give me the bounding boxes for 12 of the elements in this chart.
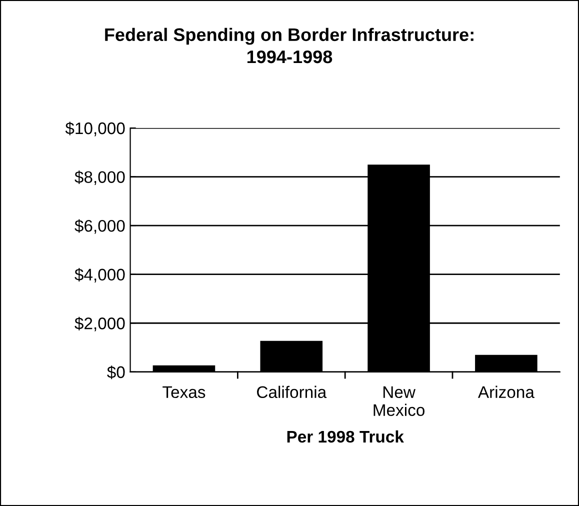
chart-title: Federal Spending on Border Infrastructure: 1994-1998 — [105, 28, 474, 64]
y-tick-label: $8,000 — [74, 170, 125, 185]
x-tick-label: California — [257, 386, 327, 398]
y-tick-label: $0 — [107, 366, 125, 380]
y-tick-label: $6,000 — [74, 219, 125, 234]
y-tick-label: $2,000 — [74, 316, 125, 332]
y-tick-label: $10,000 — [65, 122, 125, 136]
x-axis-title: Per 1998 Truck — [287, 430, 404, 443]
x-tick-label: Arizona — [478, 386, 534, 398]
y-tick-label: $4,000 — [74, 268, 125, 283]
x-tick-label: New Mexico — [374, 386, 424, 416]
x-tick-label: Texas — [162, 386, 206, 398]
